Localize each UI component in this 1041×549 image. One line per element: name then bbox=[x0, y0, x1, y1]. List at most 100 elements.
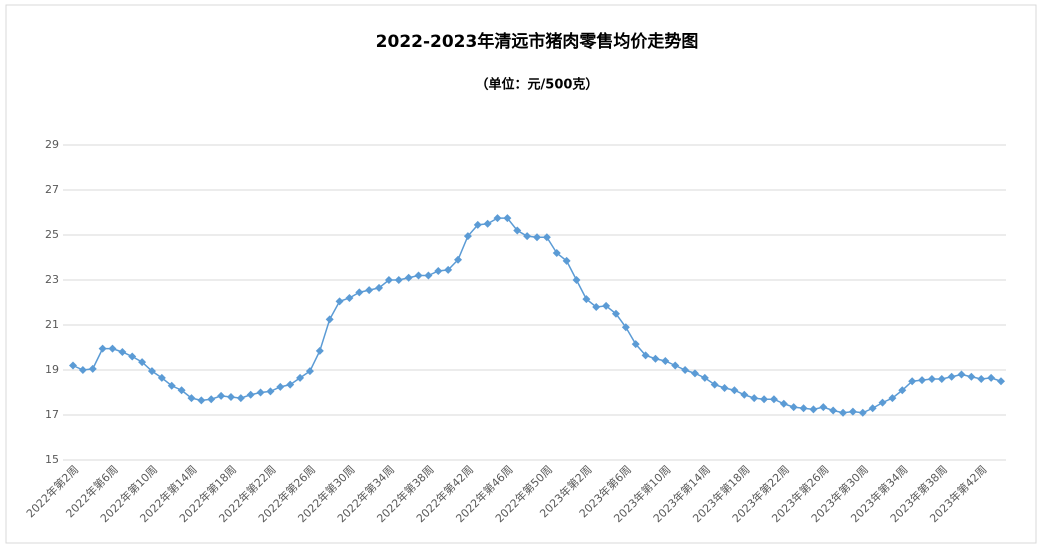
point bbox=[829, 406, 838, 415]
point bbox=[157, 373, 166, 382]
point bbox=[927, 375, 936, 383]
point bbox=[690, 369, 699, 378]
y-tick-label: 27 bbox=[45, 183, 59, 196]
point bbox=[987, 373, 996, 382]
y-tick-label: 25 bbox=[45, 228, 59, 241]
point bbox=[345, 294, 354, 302]
point bbox=[236, 394, 245, 403]
chart-title: 2022-2023年清远市猪肉零售均价走势图 bbox=[376, 31, 699, 52]
point bbox=[661, 357, 670, 365]
point bbox=[799, 404, 808, 413]
point bbox=[997, 377, 1005, 386]
point bbox=[434, 267, 443, 275]
point bbox=[128, 352, 137, 361]
y-tick-label: 15 bbox=[45, 453, 59, 466]
point bbox=[355, 288, 364, 297]
point bbox=[937, 375, 946, 383]
point bbox=[108, 344, 117, 353]
point bbox=[582, 295, 591, 304]
point bbox=[769, 395, 778, 404]
point bbox=[454, 255, 463, 264]
point bbox=[226, 393, 235, 401]
point bbox=[424, 271, 433, 280]
point bbox=[325, 315, 334, 324]
point bbox=[305, 367, 314, 376]
point bbox=[908, 377, 917, 386]
point bbox=[533, 233, 541, 242]
point bbox=[621, 323, 630, 332]
point bbox=[315, 346, 324, 355]
point bbox=[147, 367, 156, 376]
point bbox=[384, 276, 393, 284]
point bbox=[78, 366, 87, 374]
point bbox=[848, 407, 857, 416]
point bbox=[779, 399, 788, 408]
chart-border bbox=[5, 4, 1037, 544]
point bbox=[858, 408, 867, 417]
point bbox=[483, 219, 492, 228]
point bbox=[473, 220, 482, 229]
point bbox=[700, 373, 709, 382]
point bbox=[118, 348, 127, 356]
point bbox=[98, 344, 107, 353]
point bbox=[296, 373, 305, 382]
point bbox=[750, 394, 759, 403]
point bbox=[641, 351, 650, 360]
point bbox=[760, 395, 769, 404]
y-tick-label: 19 bbox=[45, 363, 59, 376]
point bbox=[167, 381, 176, 390]
point bbox=[710, 380, 719, 389]
y-tick-label: 29 bbox=[45, 138, 59, 151]
point bbox=[957, 370, 966, 379]
point bbox=[256, 388, 265, 397]
point bbox=[681, 366, 690, 374]
point bbox=[542, 233, 551, 242]
point bbox=[414, 271, 423, 280]
point bbox=[819, 403, 828, 412]
point bbox=[888, 394, 897, 403]
point bbox=[602, 301, 611, 310]
y-tick-label: 21 bbox=[45, 318, 59, 331]
point bbox=[977, 375, 986, 383]
point bbox=[69, 361, 77, 370]
point bbox=[868, 404, 877, 413]
point bbox=[246, 390, 255, 399]
point bbox=[918, 376, 927, 385]
point bbox=[572, 276, 581, 284]
point bbox=[335, 297, 344, 306]
point bbox=[878, 398, 887, 407]
point bbox=[809, 405, 818, 414]
y-tick-label: 17 bbox=[45, 408, 59, 421]
point bbox=[947, 372, 956, 381]
point bbox=[611, 309, 620, 318]
y-tick-label: 23 bbox=[45, 273, 59, 286]
point bbox=[562, 256, 571, 265]
point bbox=[266, 387, 275, 396]
point bbox=[967, 372, 976, 381]
point bbox=[898, 386, 907, 395]
point bbox=[493, 214, 502, 223]
point bbox=[651, 354, 660, 363]
point bbox=[286, 380, 295, 389]
point bbox=[720, 384, 729, 392]
point bbox=[463, 232, 472, 241]
point bbox=[789, 403, 798, 412]
point bbox=[375, 283, 384, 292]
chart-subtitle: （单位：元/500克） bbox=[476, 77, 599, 93]
point bbox=[523, 232, 532, 241]
point bbox=[671, 361, 680, 370]
point bbox=[839, 408, 848, 417]
point bbox=[444, 265, 453, 274]
point bbox=[276, 382, 285, 391]
point bbox=[503, 214, 512, 223]
point bbox=[365, 286, 374, 295]
point bbox=[197, 396, 206, 405]
point bbox=[207, 395, 216, 404]
point bbox=[394, 276, 403, 284]
point bbox=[187, 394, 196, 403]
point bbox=[552, 249, 561, 257]
point bbox=[217, 391, 226, 400]
point bbox=[740, 390, 749, 399]
point bbox=[404, 273, 413, 282]
